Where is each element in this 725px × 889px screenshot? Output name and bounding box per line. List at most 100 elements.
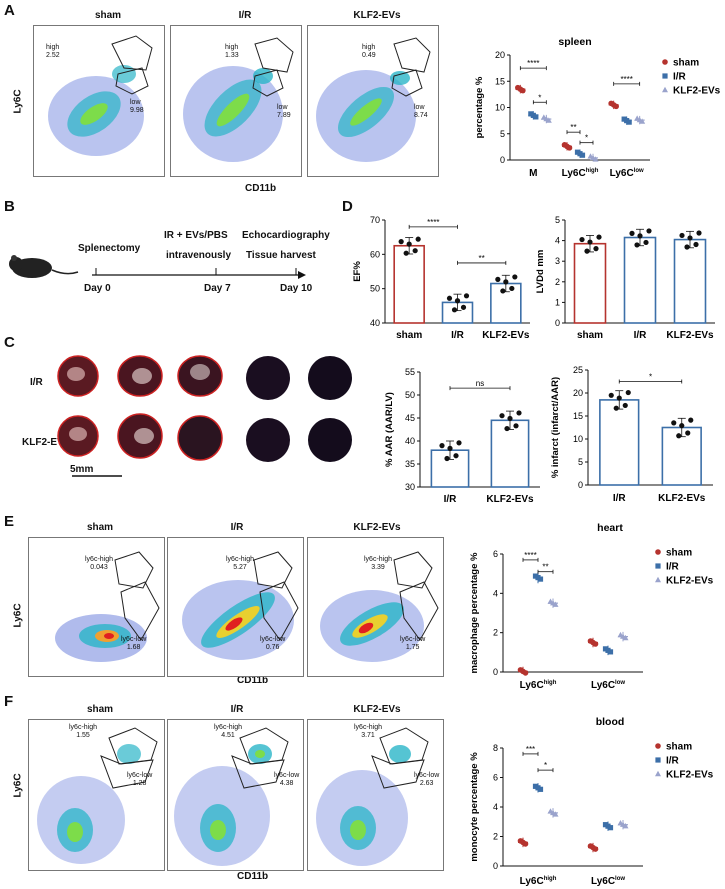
data-point [607, 649, 614, 655]
bar [599, 399, 640, 486]
category-label: Ly6Chigh [520, 680, 557, 691]
data-point [655, 549, 661, 555]
y-axis-label: EF% [352, 261, 363, 282]
data-point [552, 601, 559, 607]
gate-low-value: 1.75 [405, 644, 420, 651]
data-point [509, 285, 515, 292]
gate-low-value: 1.68 [126, 644, 141, 651]
data-point [456, 440, 462, 446]
data-point [500, 288, 506, 294]
gate-high-label: ly6c-high [69, 724, 98, 731]
y-tick-label: 0 [493, 861, 498, 871]
facs-a1-title: sham [94, 10, 122, 21]
data-point [439, 443, 445, 449]
facs-density [48, 35, 153, 156]
gate-low-label: ly6c-low [274, 772, 300, 779]
facs-f2-title: I/R [230, 704, 244, 715]
heart-slices [57, 355, 352, 477]
data-point [629, 230, 635, 236]
facs-a3-title: KLF2-EVs [353, 10, 401, 21]
data-point [592, 846, 599, 852]
data-point [499, 413, 505, 419]
chart-title: spleen [558, 36, 591, 48]
panel-letter-d: D [342, 198, 353, 215]
significance-label: * [538, 93, 541, 102]
y-tick-label: 0 [493, 667, 498, 677]
data-point [447, 445, 453, 451]
y-tick-label: 30 [405, 482, 415, 492]
data-point [646, 228, 652, 234]
category-label: Ly6Clow [591, 876, 625, 887]
y-tick-label: 2 [493, 832, 498, 842]
data-point [622, 402, 628, 409]
y-tick-label: 4 [555, 236, 560, 246]
y-axis-label: LVDd mm [535, 250, 546, 294]
y-tick-label: 55 [405, 367, 415, 377]
timeline-arrow-icon [298, 271, 306, 279]
facs-plot-e2: ly6c-high 5.27 ly6c-low 0.76 [167, 537, 304, 677]
data-point [679, 232, 685, 239]
y-tick-label: 10 [573, 434, 583, 444]
facs-plot-f2: ly6c-high 4.51 ly6c-low 4.38 [167, 719, 304, 871]
facs-density [316, 37, 431, 162]
step-1-top: IR + EVs/PBS [164, 230, 228, 241]
facs-f-x-axis: CD11b [237, 871, 269, 882]
facs-e-x-axis: CD11b [237, 675, 269, 686]
gate-high-value: 1.33 [225, 52, 239, 59]
y-tick-label: 40 [370, 318, 380, 328]
step-2-top2: Tissue harvest [246, 250, 316, 261]
y-tick-label: 0 [578, 480, 583, 490]
facs-f3-title: KLF2-EVs [353, 704, 401, 715]
bar [623, 236, 657, 324]
y-tick-label: 5 [555, 215, 560, 225]
data-point [655, 757, 661, 763]
data-point [613, 103, 619, 110]
data-point [639, 118, 646, 124]
y-tick-label: 40 [405, 436, 415, 446]
data-point [444, 455, 450, 462]
y-tick-label: 50 [370, 284, 380, 294]
panel-letter-f: F [4, 693, 14, 710]
y-axis-label: macrophage percentage % [469, 552, 480, 673]
legend-label: I/R [666, 562, 680, 573]
legend-label: KLF2-EVs [673, 86, 721, 97]
significance-label: *** [526, 745, 535, 754]
gate-high-label: high [46, 44, 60, 51]
data-point [684, 244, 690, 250]
legend-label: KLF2-EVs [666, 576, 714, 587]
bar [490, 419, 530, 488]
y-axis-label: % infarct (infarct/AAR) [550, 377, 561, 478]
gate-high-label: ly6c-high [226, 556, 255, 563]
facs-density [183, 37, 294, 162]
y-tick-label: 5 [500, 129, 505, 139]
category-label: I/R [634, 330, 648, 341]
gate-high-value: 4.51 [221, 732, 235, 739]
significance-label: ** [479, 254, 485, 263]
facs-density [316, 727, 429, 866]
data-point [516, 410, 522, 416]
heart-row-label-ir: I/R [30, 377, 43, 388]
data-point [398, 239, 404, 245]
data-point [662, 73, 668, 79]
gate-low-label: low [130, 99, 141, 106]
facs-density [55, 551, 160, 662]
facs-e2-title: I/R [230, 522, 244, 533]
y-tick-label: 70 [370, 215, 380, 225]
data-point [622, 634, 629, 641]
y-tick-label: 0 [500, 155, 505, 165]
heart-slice-icon [57, 413, 352, 462]
data-point [552, 811, 559, 817]
gate-low-value: 7.89 [277, 112, 291, 119]
category-label: I/R [444, 494, 458, 505]
chart-title: heart [597, 522, 623, 534]
significance-label: * [544, 761, 547, 770]
facs-a-x-axis: CD11b [245, 183, 277, 194]
data-point [522, 670, 529, 676]
gate-low-label: low [414, 104, 425, 111]
data-point [446, 295, 453, 301]
legend-label: sham [666, 548, 692, 559]
data-point [507, 415, 513, 422]
data-point [616, 395, 622, 401]
data-point [463, 293, 470, 299]
mouse-icon [9, 255, 79, 278]
